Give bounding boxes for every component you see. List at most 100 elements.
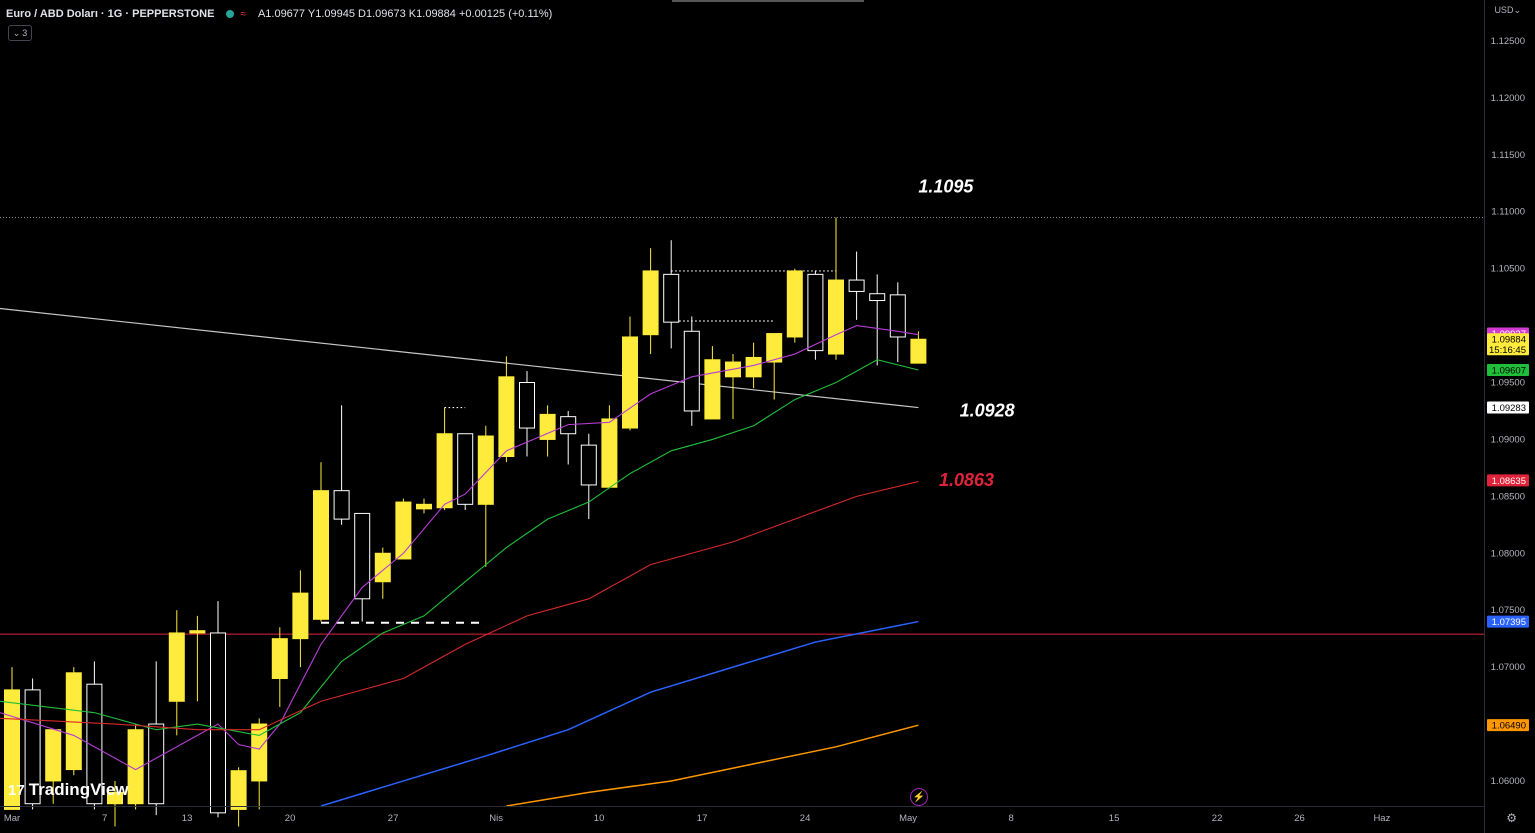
price-tick-label: 1.08500 [1491, 491, 1525, 502]
candle [869, 274, 886, 366]
price-tick-label: 1.06000 [1491, 776, 1525, 787]
candle [230, 767, 247, 827]
candle [251, 718, 268, 810]
candle [436, 407, 453, 511]
candle-body [580, 444, 597, 486]
symbol-title[interactable]: Euro / ABD Doları · 1G · PEPPERSTONE [6, 8, 215, 20]
lightning-icon[interactable]: ⚡ [910, 788, 928, 806]
price-axis-label-bg [1487, 363, 1529, 376]
time-tick-label: 26 [1294, 813, 1305, 824]
candle-body [910, 338, 927, 364]
candle-body [498, 376, 515, 458]
symbol-header: Euro / ABD Doları · 1G · PEPPERSTONE ≈ A… [6, 6, 552, 22]
price-axis-label-text: 1.08635 [1492, 476, 1526, 487]
candle [663, 240, 680, 349]
annotations-layer: 1.1095 1.0928 1.0863 [918, 176, 1014, 490]
candle-body [745, 356, 762, 378]
price-axis-label-bg [1487, 719, 1529, 732]
candle [292, 570, 309, 668]
price-tick-label: 1.08000 [1491, 548, 1525, 559]
ohlc-values: A1.09677 Y1.09945 D1.09673 K1.09884 +0.0… [257, 8, 553, 20]
candle [189, 615, 206, 702]
chevron-down-icon: ⌄ [1513, 5, 1521, 15]
candle-body [313, 490, 329, 620]
candle [127, 724, 144, 810]
candle [210, 601, 226, 818]
moving-average-line [0, 325, 919, 771]
candle [683, 316, 700, 426]
candle-body [107, 791, 123, 805]
candle [786, 268, 803, 343]
candle [828, 217, 844, 360]
price-annotation: 1.0863 [939, 470, 994, 490]
indicators-toggle-button[interactable]: ⌄ 3 [8, 25, 32, 41]
candle-body [828, 279, 844, 355]
candle-body [210, 632, 226, 814]
price-axis-label-bg [1487, 401, 1529, 414]
candle [65, 667, 82, 776]
candle-body [436, 433, 453, 509]
price-axis-label: 1.09283 [1487, 401, 1529, 414]
time-axis[interactable]: Mar 7 13 20 27 Nis 10 17 24 May 8 15 22 26 Haz [4, 813, 1391, 824]
candle [333, 405, 350, 525]
candle [539, 405, 556, 457]
price-axis-label-bg [1487, 333, 1529, 356]
candle-body [45, 729, 62, 782]
candle [560, 410, 577, 465]
time-tick-label: 8 [1008, 813, 1013, 824]
candle [374, 547, 391, 599]
candle [271, 627, 288, 707]
indicators-count: 3 [22, 28, 28, 38]
candle-body [457, 433, 474, 505]
candle-body [663, 273, 680, 323]
time-tick-label: May [899, 813, 917, 824]
tradingview-logo[interactable]: 17 TradingView [8, 780, 129, 800]
candle [416, 498, 432, 514]
price-axis-label-text: 1.07395 [1492, 617, 1526, 628]
price-tick-label: 1.10500 [1491, 264, 1525, 275]
candle-body [148, 723, 165, 805]
candle-body [642, 270, 659, 336]
candle [395, 498, 412, 560]
candle [601, 405, 618, 488]
candle [457, 433, 474, 511]
candle-body [704, 359, 721, 420]
price-axis-label: 1.08635 [1487, 474, 1529, 487]
time-tick-label: 17 [697, 813, 708, 824]
moving-average-line [506, 724, 919, 807]
candle [148, 661, 165, 816]
top-drag-handle[interactable] [672, 0, 864, 2]
price-tick-label: 1.12000 [1491, 93, 1525, 104]
candle [580, 433, 597, 520]
price-axis-label: 1.06490 [1487, 719, 1529, 732]
candle-body [622, 336, 638, 429]
price-axis-label-bg [1487, 474, 1529, 487]
currency-selector[interactable]: USD⌄ [1494, 5, 1521, 16]
price-tick-label: 1.11000 [1491, 207, 1525, 218]
candle-body [230, 770, 247, 810]
candle [4, 667, 20, 810]
candle [45, 729, 62, 804]
time-tick-label: Nis [489, 813, 503, 824]
market-open-dot-icon [226, 10, 235, 18]
time-tick-label: 24 [800, 813, 811, 824]
price-axis-label-bg [1487, 615, 1529, 628]
candle-body [127, 729, 144, 805]
price-tick-label: 1.09000 [1491, 434, 1525, 445]
candle-body [889, 294, 906, 338]
price-axis-labels: 1.099271.0988415:16:451.096071.092831.08… [1487, 327, 1529, 732]
time-tick-label: 22 [1212, 813, 1223, 824]
candle-body [374, 552, 391, 583]
candle-body [189, 630, 206, 634]
candle-body [168, 632, 185, 702]
gear-icon[interactable]: ⚙ [1506, 811, 1517, 825]
candle [848, 251, 865, 320]
time-tick-label: 13 [182, 813, 193, 824]
price-axis-label-text: 1.09884 [1492, 335, 1526, 346]
price-tick-label: 1.07000 [1491, 662, 1525, 673]
price-axis[interactable]: 1.12500 1.12000 1.11500 1.11000 1.10500 1.095… [1491, 36, 1525, 787]
logo-text: TradingView [28, 780, 129, 799]
time-tick-label: 10 [594, 813, 605, 824]
